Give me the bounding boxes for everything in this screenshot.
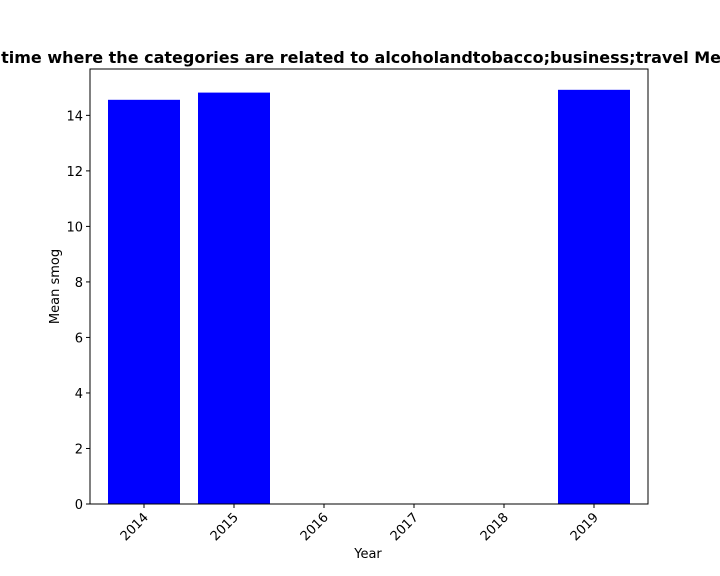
plot-area-frame — [89, 68, 649, 505]
x-tick-label: 2015 — [208, 510, 242, 544]
y-tick-label: 10 — [66, 220, 83, 235]
x-tick-label: 2018 — [478, 510, 512, 544]
x-tick-label: 2017 — [388, 510, 422, 544]
chart-title: Mean smog in privacy policies over time … — [0, 48, 720, 67]
y-axis-label: Mean smog — [48, 249, 63, 324]
x-tick-label: 2014 — [118, 510, 152, 544]
bars-group — [108, 89, 630, 504]
x-tick-label: 2016 — [298, 510, 332, 544]
y-tick-label: 14 — [66, 109, 83, 124]
y-axis: 0 2 4 6 8 10 12 14 — [66, 109, 90, 513]
y-tick-label: 12 — [66, 165, 83, 180]
bar-2014 — [108, 99, 180, 504]
y-tick-label: 6 — [75, 331, 83, 346]
y-tick-label: 2 — [75, 442, 83, 457]
y-tick-label: 4 — [75, 387, 83, 402]
x-axis: 2014 2015 2016 2017 2018 2019 — [118, 504, 602, 544]
bar-2019 — [558, 89, 630, 504]
x-tick-label: 2019 — [568, 510, 602, 544]
x-axis-label: Year — [353, 547, 382, 562]
y-tick-label: 8 — [75, 276, 83, 291]
y-tick-label: 0 — [75, 498, 83, 513]
bar-2015 — [198, 92, 270, 504]
